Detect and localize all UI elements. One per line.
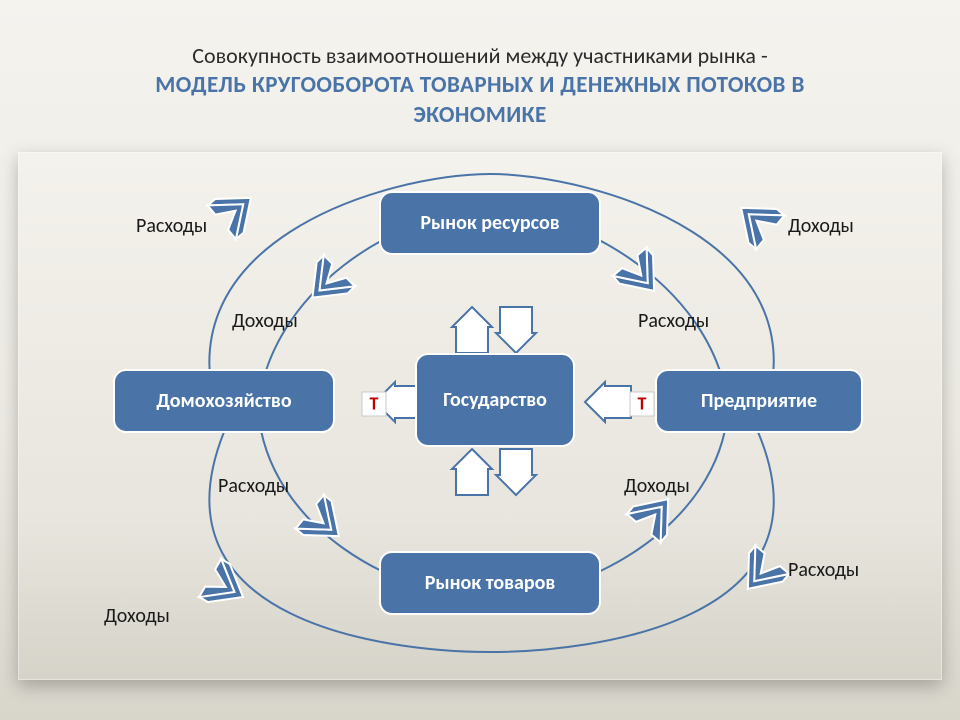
outer-curve-bottom (209, 432, 773, 652)
svg-text:Государство: Государство (443, 388, 547, 412)
svg-text:Домохозяйство: Домохозяйство (156, 389, 291, 413)
label-bottom_right: Расходы (788, 558, 859, 582)
chevron-inner-tr (613, 248, 671, 305)
label-lower_in_right: Доходы (624, 474, 690, 498)
svg-text:Т: Т (370, 392, 379, 414)
svg-text:Предприятие: Предприятие (701, 389, 817, 413)
node-enterprise: Предприятие (656, 370, 862, 432)
state-arrow-b_up (452, 449, 492, 495)
slide: Совокупность взаимоотношений между участ… (0, 0, 960, 720)
node-resources: Рынок ресурсов (380, 192, 600, 254)
svg-text:Т: Т (638, 392, 647, 414)
label-bottom_left: Доходы (104, 604, 170, 628)
title-line2a: МОДЕЛЬ КРУГООБОРОТА ТОВАРНЫХ И ДЕНЕЖНЫХ … (0, 71, 960, 99)
node-household: Домохозяйство (114, 370, 334, 432)
chevron-outer-bl (199, 559, 254, 616)
label-top_left: Расходы (136, 214, 207, 238)
nodes: Рынок ресурсов Рынок товаров Домохозяйство… (114, 192, 862, 614)
node-goods: Рынок товаров (380, 552, 600, 614)
state-arrow-right (585, 382, 631, 422)
state-arrow-b_down (496, 449, 536, 495)
chevron-outer-br (731, 546, 789, 603)
label-top_right: Доходы (788, 214, 854, 238)
t-marker-right: Т (630, 392, 654, 416)
title-line2b: ЭКОНОМИКЕ (0, 101, 960, 129)
chevron-outer-tr (727, 191, 784, 249)
label-lower_in_left: Расходы (218, 474, 289, 498)
diagram-frame: Т Т Рынок ресурсов Рынок товаров Домохозяйс… (18, 152, 942, 680)
title-line1: Совокупность взаимоотношений между участ… (0, 42, 960, 69)
chevron-inner-bl (296, 495, 353, 553)
state-arrow-up (452, 307, 492, 353)
svg-text:Рынок товаров: Рынок товаров (425, 571, 556, 595)
svg-text:Рынок ресурсов: Рынок ресурсов (420, 211, 559, 235)
label-upper_in_left: Доходы (232, 309, 298, 333)
t-marker-left: Т (362, 392, 386, 416)
title-block: Совокупность взаимоотношений между участ… (0, 42, 960, 129)
chevron-outer-tl (208, 181, 265, 239)
diagram-svg: Т Т Рынок ресурсов Рынок товаров Домохозяйс… (18, 152, 942, 680)
state-arrow-down (496, 307, 536, 353)
label-upper_in_right: Расходы (638, 309, 709, 333)
node-state: Государство (416, 354, 574, 446)
